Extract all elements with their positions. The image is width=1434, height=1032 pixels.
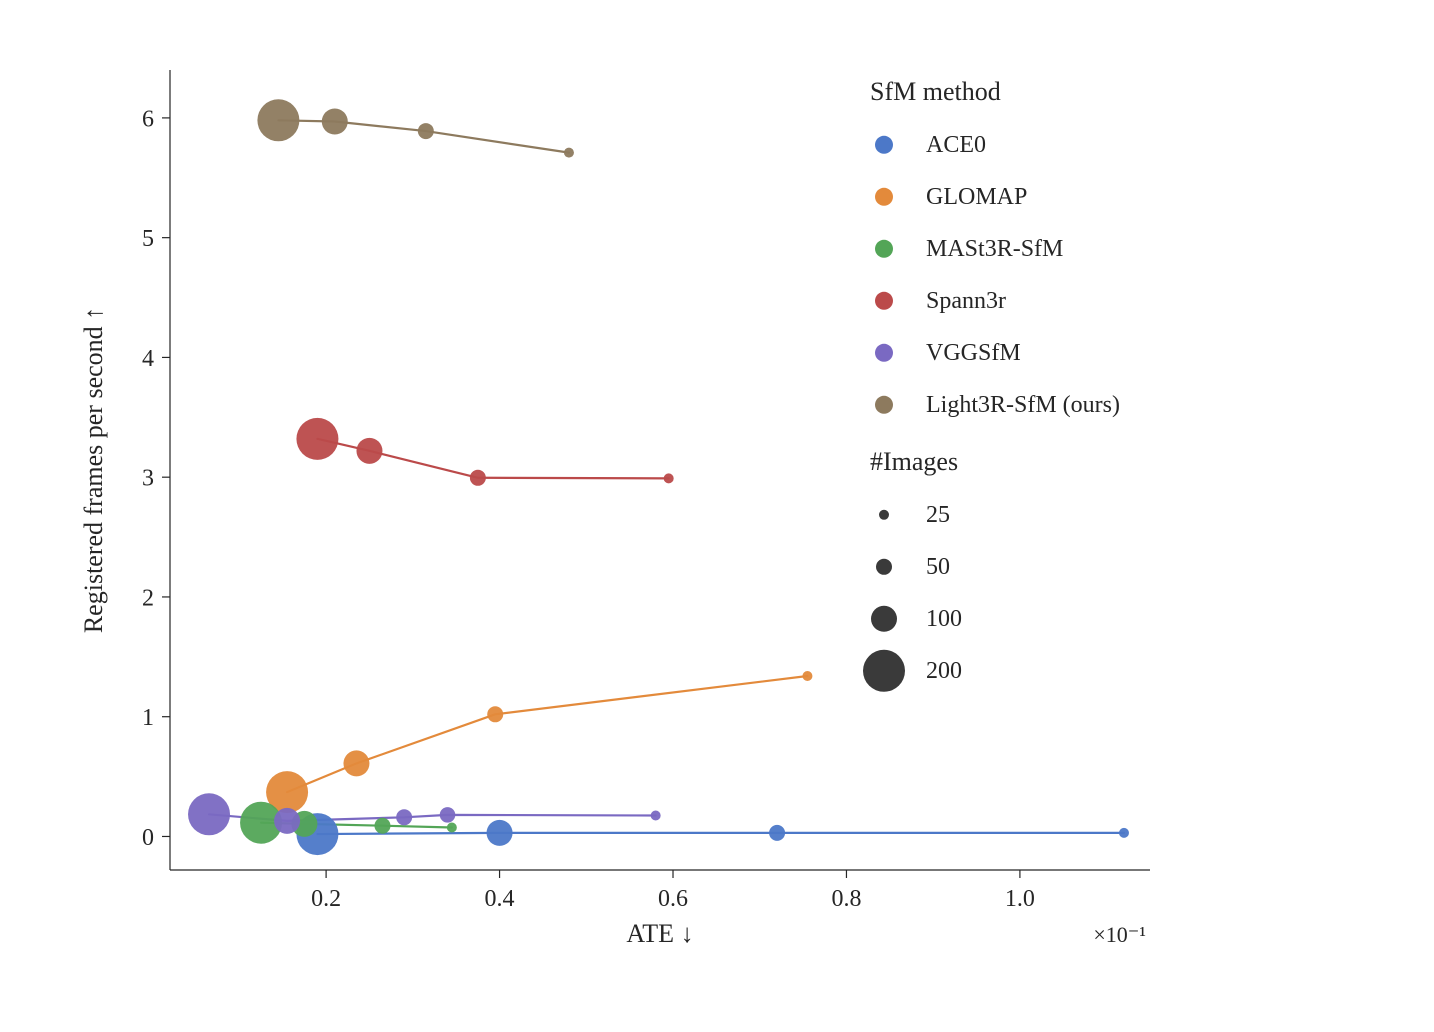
- series-marker: [396, 809, 412, 825]
- series-line: [287, 676, 807, 792]
- series-marker: [447, 822, 457, 832]
- scatter-chart: 0.2 0.4 0.6 0.8 1.0 0 1 2 3 4 5 6 ATE ↓ Registered fr…: [0, 0, 1434, 1032]
- y-tick-label: 6: [142, 106, 154, 132]
- size-legend-title: #Images: [870, 447, 958, 476]
- x-tick-label: 0.2: [311, 886, 341, 912]
- size-legend-label: 25: [926, 502, 950, 528]
- series-marker: [1119, 828, 1129, 838]
- legend-item-label: Light3R-SfM (ours): [926, 392, 1120, 418]
- legend-item-label: GLOMAP: [926, 184, 1027, 210]
- y-tick-label: 1: [142, 705, 154, 731]
- legend-title: SfM method: [870, 77, 1001, 106]
- legend-item-label: ACE0: [926, 132, 986, 158]
- legend-item-label: MASt3R-SfM: [926, 236, 1063, 262]
- legend-marker: [875, 240, 893, 258]
- y-tick-label: 0: [142, 825, 154, 851]
- size-legend-marker: [879, 510, 889, 520]
- legend-marker: [875, 136, 893, 154]
- series-line: [317, 833, 1124, 834]
- legend-item-label: Spann3r: [926, 288, 1006, 314]
- series-marker: [257, 99, 299, 141]
- series-marker: [487, 820, 513, 846]
- series-marker: [374, 818, 390, 834]
- series-marker: [564, 148, 574, 158]
- x-tick-label: 0.4: [485, 886, 515, 912]
- series-marker: [274, 808, 300, 834]
- y-tick-label: 4: [142, 346, 154, 372]
- series-marker: [343, 750, 369, 776]
- series-marker: [651, 811, 661, 821]
- size-legend-marker: [863, 650, 905, 692]
- size-legend-marker: [876, 559, 892, 575]
- x-axis-label: ATE ↓: [626, 919, 693, 948]
- series-marker: [769, 825, 785, 841]
- size-legend-label: 100: [926, 606, 962, 632]
- series-marker: [322, 108, 348, 134]
- size-legend-label: 50: [926, 554, 950, 580]
- x-axis-exponent: ×10⁻¹: [1093, 922, 1146, 947]
- size-legend-marker: [871, 606, 897, 632]
- legend-marker: [875, 396, 893, 414]
- size-legend-label: 200: [926, 658, 962, 684]
- y-tick-label: 2: [142, 585, 154, 611]
- y-axis-label: Registered frames per second ↑: [79, 307, 108, 633]
- series-marker: [487, 706, 503, 722]
- legend-marker: [875, 188, 893, 206]
- y-tick-label: 3: [142, 466, 154, 492]
- series-marker: [664, 473, 674, 483]
- x-tick-label: 0.6: [658, 886, 688, 912]
- series-marker: [418, 123, 434, 139]
- x-tick-label: 1.0: [1005, 886, 1035, 912]
- series-marker: [440, 807, 456, 823]
- series-marker: [296, 418, 338, 460]
- legend-marker: [875, 344, 893, 362]
- series-marker: [470, 470, 486, 486]
- legend-marker: [875, 292, 893, 310]
- series-marker: [356, 438, 382, 464]
- legend-item-label: VGGSfM: [926, 340, 1021, 366]
- chart-container: 0.2 0.4 0.6 0.8 1.0 0 1 2 3 4 5 6 ATE ↓ Registered fr…: [0, 0, 1434, 1032]
- y-tick-label: 5: [142, 226, 154, 252]
- x-tick-label: 0.8: [831, 886, 861, 912]
- series-marker: [802, 671, 812, 681]
- series-marker: [188, 793, 230, 835]
